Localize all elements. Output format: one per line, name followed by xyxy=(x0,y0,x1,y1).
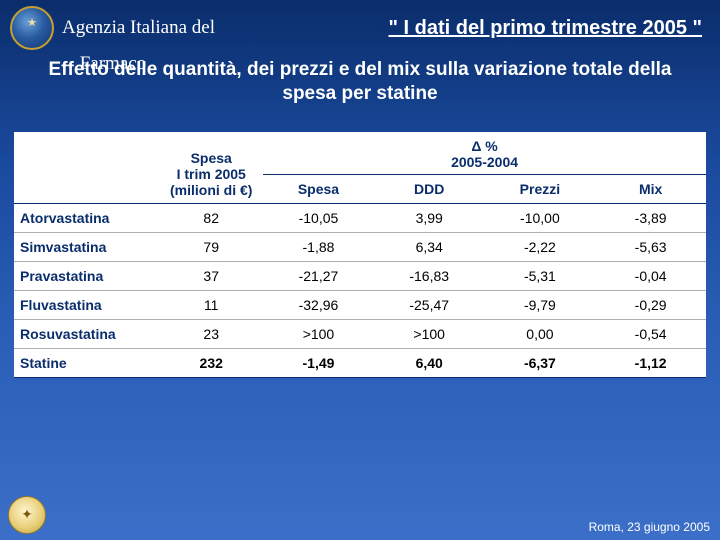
cell-mix: -0,54 xyxy=(595,319,706,348)
cell-ddd: 3,99 xyxy=(374,203,485,232)
cell-ddd: >100 xyxy=(374,319,485,348)
table-row: Rosuvastatina 23 >100 >100 0,00 -0,54 xyxy=(14,319,706,348)
cell-mix: -3,89 xyxy=(595,203,706,232)
data-table-container: Spesa I trim 2005 (milioni di €) Δ % 200… xyxy=(14,132,706,378)
table-row: Fluvastatina 11 -32,96 -25,47 -9,79 -0,2… xyxy=(14,290,706,319)
column-header-prezzi: Prezzi xyxy=(485,174,596,203)
cell-ddd: 6,34 xyxy=(374,232,485,261)
cell-mix: -0,29 xyxy=(595,290,706,319)
header: Agenzia Italiana del Farmaco " I dati de… xyxy=(0,0,720,50)
row-label: Statine xyxy=(14,348,159,377)
cell-ddd: 6,40 xyxy=(374,348,485,377)
table-row: Atorvastatina 82 -10,05 3,99 -10,00 -3,8… xyxy=(14,203,706,232)
cell-dspesa: -1,88 xyxy=(263,232,374,261)
page-title: " I dati del primo trimestre 2005 " xyxy=(388,17,710,40)
cell-dspesa: -21,27 xyxy=(263,261,374,290)
colhead-spesa-l1: Spesa xyxy=(191,150,232,166)
cell-mix: -5,63 xyxy=(595,232,706,261)
column-group-delta: Δ % 2005-2004 xyxy=(263,132,706,175)
cell-spesa: 23 xyxy=(159,319,263,348)
column-header-spesa: Spesa I trim 2005 (milioni di €) xyxy=(159,132,263,204)
cell-ddd: -16,83 xyxy=(374,261,485,290)
cell-spesa: 11 xyxy=(159,290,263,319)
group-delta-l2: 2005-2004 xyxy=(451,154,518,170)
cell-dspesa: >100 xyxy=(263,319,374,348)
cell-spesa: 232 xyxy=(159,348,263,377)
cell-spesa: 79 xyxy=(159,232,263,261)
cell-prezzi: -5,31 xyxy=(485,261,596,290)
footer-date: Roma, 23 giugno 2005 xyxy=(589,520,710,534)
agency-name: Agenzia Italiana del Farmaco xyxy=(62,18,286,39)
table-total-row: Statine 232 -1,49 6,40 -6,37 -1,12 xyxy=(14,348,706,377)
cell-mix: -1,12 xyxy=(595,348,706,377)
column-header-ddd: DDD xyxy=(374,174,485,203)
column-header-mix: Mix xyxy=(595,174,706,203)
cell-dspesa: -10,05 xyxy=(263,203,374,232)
seal-badge-icon xyxy=(8,496,46,534)
column-header-dspesa: Spesa xyxy=(263,174,374,203)
cell-prezzi: -9,79 xyxy=(485,290,596,319)
row-label: Atorvastatina xyxy=(14,203,159,232)
cell-prezzi: -6,37 xyxy=(485,348,596,377)
cell-ddd: -25,47 xyxy=(374,290,485,319)
agency-line1: Agenzia Italiana del xyxy=(62,17,215,38)
data-table: Spesa I trim 2005 (milioni di €) Δ % 200… xyxy=(14,132,706,378)
cell-dspesa: -1,49 xyxy=(263,348,374,377)
table-body: Atorvastatina 82 -10,05 3,99 -10,00 -3,8… xyxy=(14,203,706,377)
colhead-spesa-l3: (milioni di €) xyxy=(170,182,252,198)
italy-emblem-icon xyxy=(10,6,54,50)
cell-prezzi: 0,00 xyxy=(485,319,596,348)
column-header-empty2 xyxy=(14,174,159,203)
column-header-empty xyxy=(14,132,159,175)
group-delta-l1: Δ % xyxy=(471,138,497,154)
table-row: Pravastatina 37 -21,27 -16,83 -5,31 -0,0… xyxy=(14,261,706,290)
cell-dspesa: -32,96 xyxy=(263,290,374,319)
table-row: Simvastatina 79 -1,88 6,34 -2,22 -5,63 xyxy=(14,232,706,261)
agency-line2: Farmaco xyxy=(80,53,146,74)
cell-prezzi: -2,22 xyxy=(485,232,596,261)
cell-spesa: 82 xyxy=(159,203,263,232)
row-label: Fluvastatina xyxy=(14,290,159,319)
row-label: Rosuvastatina xyxy=(14,319,159,348)
colhead-spesa-l2: I trim 2005 xyxy=(177,166,246,182)
cell-prezzi: -10,00 xyxy=(485,203,596,232)
row-label: Simvastatina xyxy=(14,232,159,261)
row-label: Pravastatina xyxy=(14,261,159,290)
cell-mix: -0,04 xyxy=(595,261,706,290)
cell-spesa: 37 xyxy=(159,261,263,290)
